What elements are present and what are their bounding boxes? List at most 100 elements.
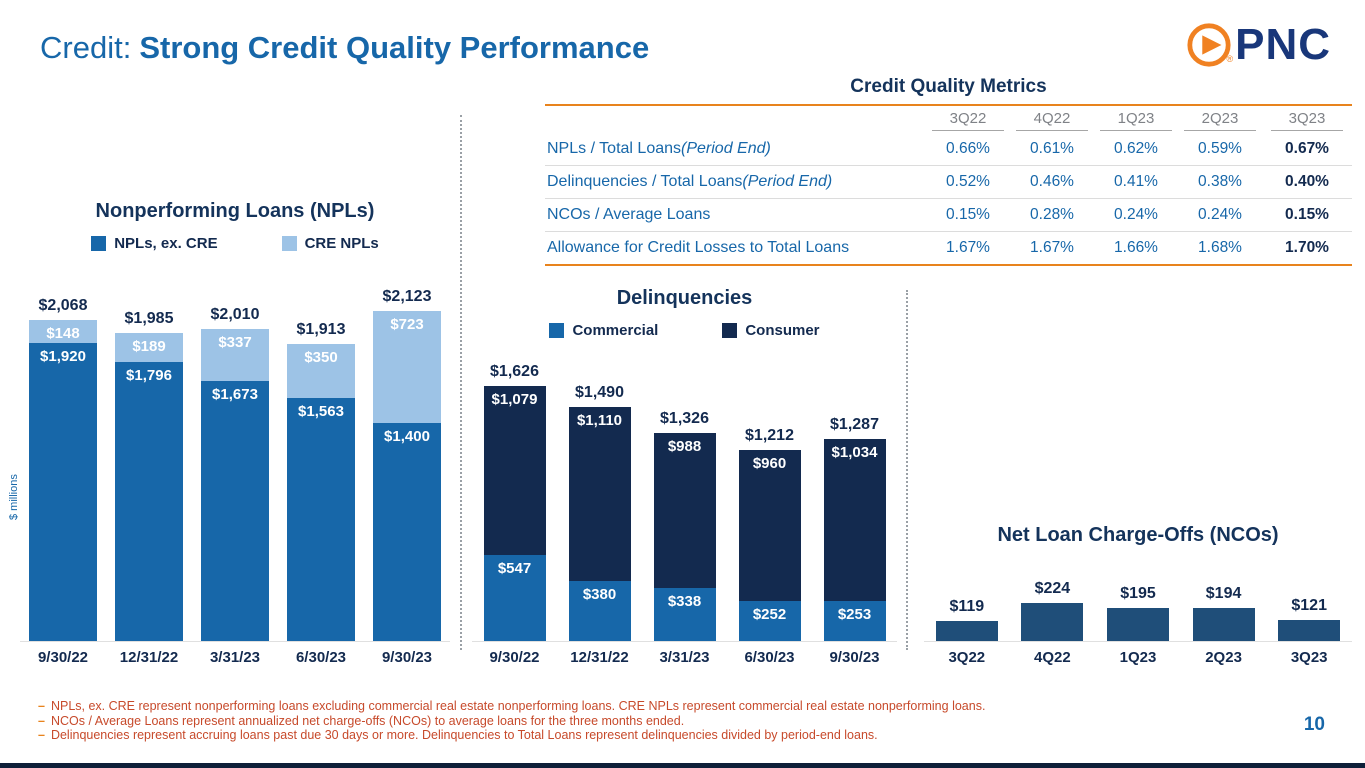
- table-bottom-rule: [545, 264, 1352, 266]
- npl-x-axis: 9/30/22 12/31/22 3/31/23 6/30/23 9/30/23: [20, 649, 450, 666]
- x-axis-label: 9/30/22: [489, 649, 540, 666]
- table-cell: 1.67%: [1030, 239, 1074, 256]
- table-cell: 1.68%: [1198, 239, 1242, 256]
- bar-segment-label: $1,110: [576, 412, 623, 429]
- bar-segment: $189: [115, 333, 183, 362]
- nco-chart-title: Net Loan Charge-Offs (NCOs): [997, 524, 1279, 546]
- column-header-label: 1Q23: [1100, 110, 1172, 131]
- legend-label-commercial: Commercial: [572, 321, 659, 339]
- table-cell: 1.67%: [946, 239, 990, 256]
- bar: [1192, 608, 1255, 641]
- bar: $723 $1,400: [373, 311, 441, 641]
- bar: [1278, 620, 1341, 641]
- legend-item-consumer: Consumer: [722, 320, 820, 340]
- bar: [935, 621, 998, 641]
- bar: [1106, 608, 1169, 641]
- column-header: 4Q22: [1010, 106, 1094, 133]
- bar-segment: $1,400: [373, 423, 441, 641]
- bar-segment-label: $1,034: [831, 444, 878, 461]
- bar-column: $1,490 $1,110 $380: [557, 384, 642, 641]
- bar-column: $1,212 $960 $252: [727, 427, 812, 641]
- bar: $148 $1,920: [29, 320, 97, 641]
- bar-segment-label: $148: [46, 325, 80, 342]
- npl-legend: NPLs, ex. CRE CRE NPLs: [20, 233, 450, 253]
- bar-value-label: $195: [1120, 585, 1156, 602]
- bar: $1,079 $547: [483, 386, 546, 641]
- legend-swatch-consumer: [722, 322, 738, 338]
- slide-title-main: Strong Credit Quality Performance: [139, 30, 650, 65]
- bar-segment-label: $350: [304, 349, 338, 366]
- credit-quality-metrics-table: Credit Quality Metrics 3Q22 4Q22 1Q23 2Q23 3…: [545, 76, 1352, 266]
- bar-value-label: $224: [1034, 580, 1071, 597]
- bar-segment: $1,079: [483, 386, 546, 555]
- x-axis-label: 2Q23: [1205, 649, 1242, 666]
- legend-label-cre-npls: CRE NPLs: [304, 234, 379, 252]
- bar-segment-label: $252: [752, 606, 787, 623]
- delinquencies-x-axis: 9/30/22 12/31/22 3/31/23 6/30/23 9/30/23: [472, 649, 897, 666]
- row-label-text: Allowance for Credit Losses to Total Loa…: [547, 239, 850, 256]
- legend-item-npls-ex-cre: NPLs, ex. CRE: [91, 233, 218, 253]
- x-axis-label: 12/31/22: [570, 649, 629, 666]
- table-cell: 0.46%: [1010, 166, 1094, 199]
- bar-value-label: $1,626: [490, 363, 539, 380]
- bar-segment-label: $338: [667, 593, 702, 610]
- x-axis-label: 3Q22: [948, 649, 986, 666]
- table-cell: 0.61%: [1010, 133, 1094, 166]
- row-label-text: NCOs / Average Loans: [547, 206, 711, 223]
- row-label-note: (Period End): [681, 140, 771, 157]
- bar-column: $1,326 $988 $338: [642, 410, 727, 641]
- bar-column: $2,068 $148 $1,920: [20, 297, 106, 641]
- bar-segment: $350: [287, 344, 355, 398]
- bar-segment: $148: [29, 320, 97, 343]
- x-axis-label: 9/30/23: [829, 649, 880, 666]
- npl-chart: Nonperforming Loans (NPLs) NPLs, ex. CRE…: [20, 200, 450, 666]
- bar-segment: $380: [568, 581, 631, 641]
- table-cell: 0.38%: [1178, 166, 1262, 199]
- footnote-dash: –: [38, 713, 45, 728]
- bar-segment-label: $1,920: [40, 348, 86, 365]
- bar-value-label: $1,985: [124, 310, 174, 327]
- bar-segment-label: $1,400: [384, 428, 430, 445]
- bar-value-label: $121: [1291, 597, 1327, 614]
- row-label-note: (Period End): [742, 173, 833, 190]
- nco-x-axis: 3Q22 4Q22 1Q23 2Q23 3Q23: [924, 649, 1352, 666]
- bar: $960 $252: [738, 450, 801, 641]
- bar-segment-label: $380: [582, 586, 617, 603]
- x-axis-label: 9/30/23: [381, 649, 433, 666]
- bar-segment: [1106, 608, 1169, 641]
- legend-item-commercial: Commercial: [549, 320, 658, 340]
- y-axis-label: $ millions: [8, 474, 20, 520]
- vertical-divider-right: [906, 290, 908, 650]
- legend-item-cre-npls: CRE NPLs: [281, 233, 379, 253]
- bar-segment-label: $337: [218, 334, 252, 351]
- column-header: 1Q23: [1094, 106, 1178, 133]
- row-label-text: Delinquencies / Total Loans: [547, 173, 743, 190]
- bar-segment: $1,673: [201, 381, 269, 641]
- bar-segment: $1,563: [287, 398, 355, 641]
- pnc-wordmark: PNC: [1235, 20, 1331, 69]
- bar-column: $119: [924, 598, 1010, 641]
- delinquencies-chart: Delinquencies Commercial Consumer $1,626…: [472, 287, 897, 666]
- bar-value-label: $194: [1205, 585, 1242, 602]
- table-cell: 1.66%: [1114, 239, 1158, 256]
- x-axis-label: 6/30/23: [744, 649, 795, 666]
- x-axis-label: 9/30/22: [37, 649, 89, 666]
- bar-segment: $1,796: [115, 362, 183, 641]
- bar-value-label: $1,913: [296, 321, 346, 338]
- pnc-logo: ® PNC: [1186, 22, 1331, 68]
- bar-column: $1,913 $350 $1,563: [278, 321, 364, 641]
- bar-segment: $1,920: [29, 343, 97, 641]
- bar-column: $1,287 $1,034 $253: [812, 416, 897, 641]
- bar-segment-label: $1,673: [212, 386, 258, 403]
- footnote-3: – Delinquencies represent accruing loans…: [38, 728, 1178, 743]
- column-header-label: 4Q22: [1016, 110, 1088, 131]
- table-cell: 0.15%: [1262, 199, 1352, 232]
- column-header: 3Q22: [926, 106, 1010, 133]
- footnote-1: – NPLs, ex. CRE represent nonperforming …: [38, 699, 1178, 714]
- table-cell: 0.66%: [926, 133, 1010, 166]
- bar-column: $2,010 $337 $1,673: [192, 306, 278, 641]
- bar-column: $224: [1010, 580, 1096, 641]
- bar-segment-label: $1,079: [491, 391, 538, 408]
- bar: $988 $338: [653, 433, 716, 641]
- bar-segment: $1,110: [568, 407, 631, 581]
